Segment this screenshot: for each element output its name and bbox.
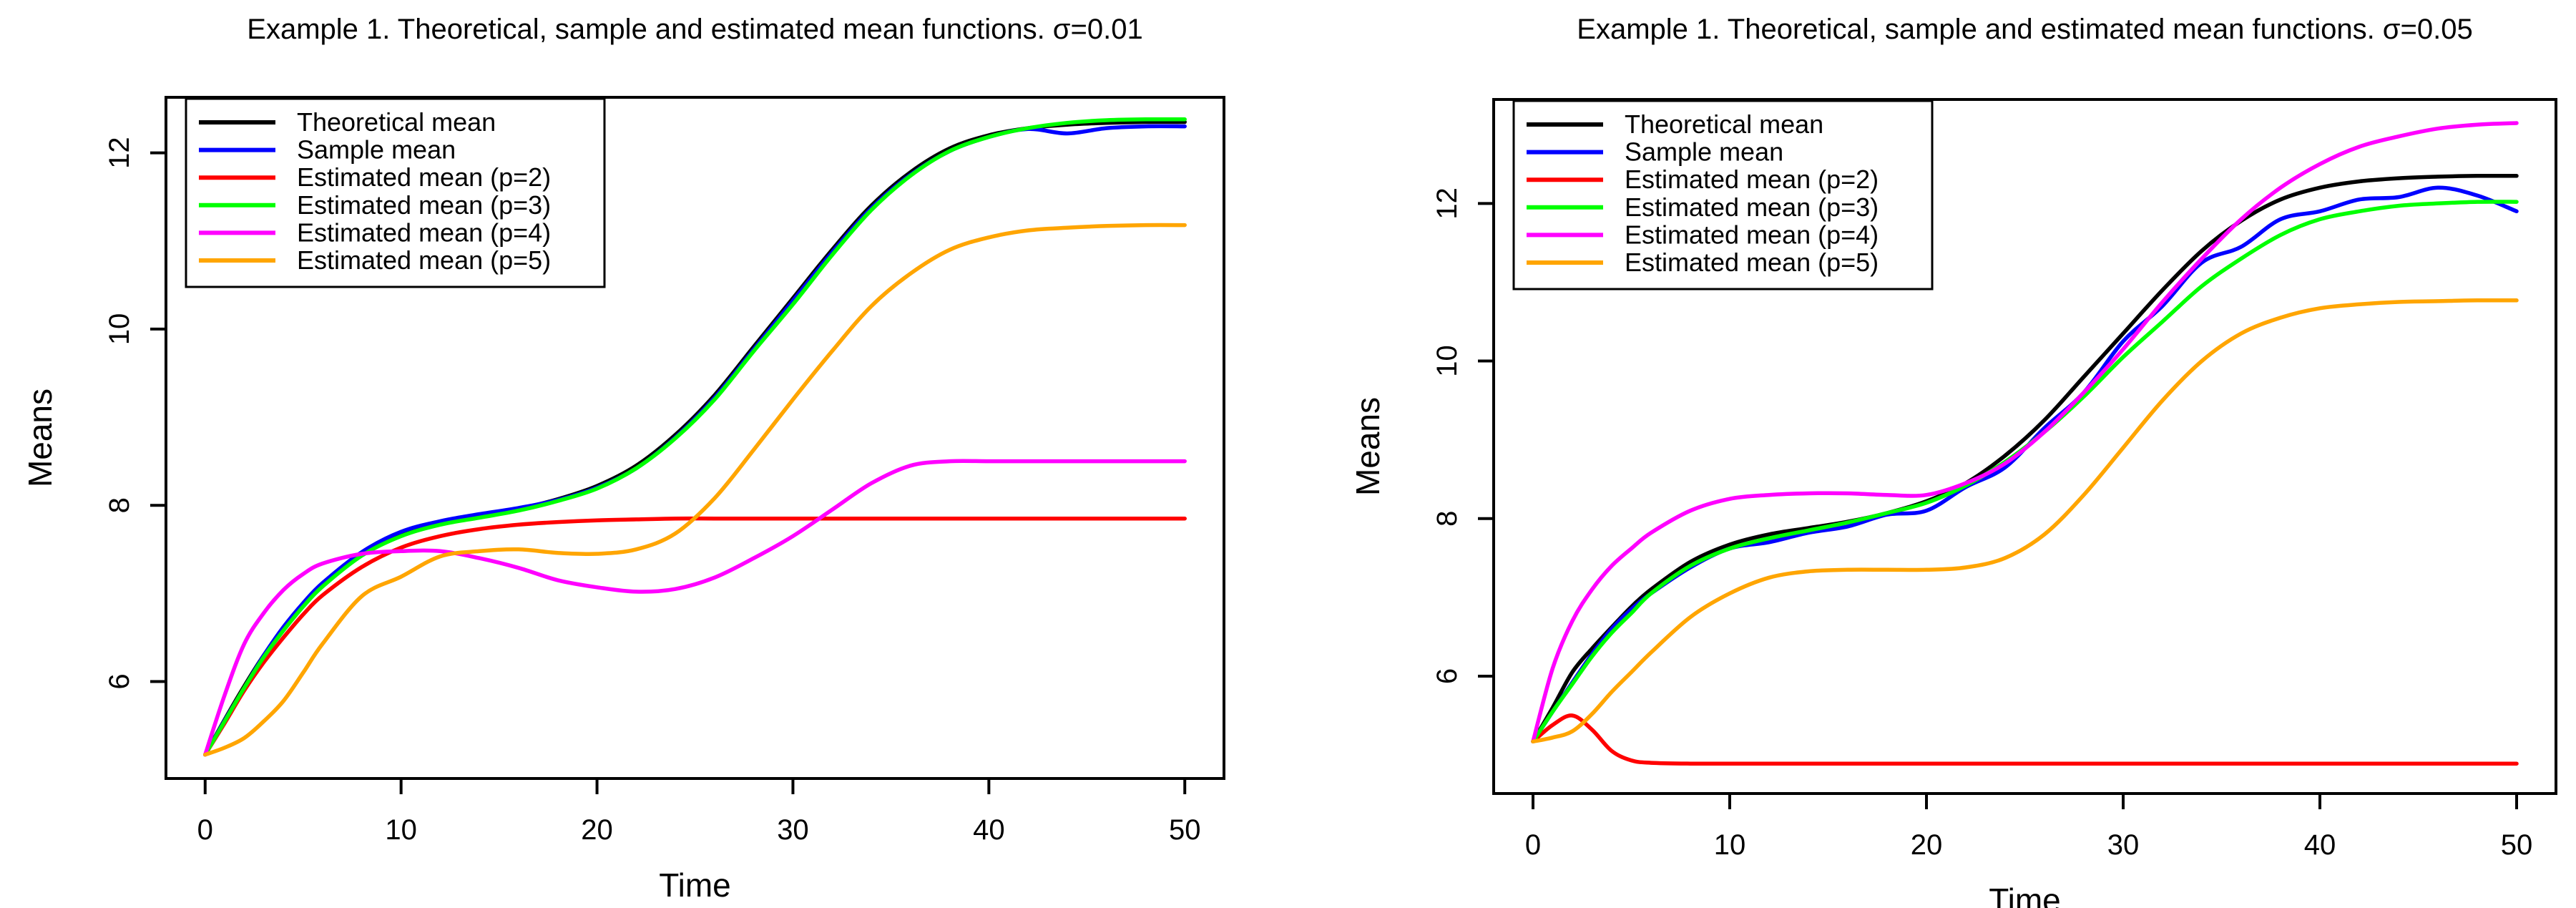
- y-axis-title: Means: [1349, 397, 1386, 496]
- x-tick-label: 40: [973, 814, 1005, 846]
- x-tick-label: 50: [2501, 829, 2533, 861]
- series-line-estimated-mean-p-5: [1531, 298, 2519, 744]
- legend-item: Estimated mean (p=4): [199, 218, 551, 247]
- x-tick-label: 40: [2304, 829, 2336, 861]
- series-line-estimated-mean-p-2: [203, 516, 1187, 757]
- legend-item: Estimated mean (p=5): [199, 245, 551, 275]
- x-tick-label: 50: [1169, 814, 1201, 846]
- x-tick-label: 0: [1525, 829, 1541, 861]
- y-tick-label: 12: [1431, 187, 1463, 220]
- x-tick-label: 30: [777, 814, 809, 846]
- chart-title: Example 1. Theoretical, sample and estim…: [247, 14, 1142, 45]
- panel-sigma-005: Example 1. Theoretical, sample and estim…: [1349, 14, 2557, 908]
- legend-label: Theoretical mean: [297, 107, 496, 137]
- legend-item: Theoretical mean: [1527, 109, 1823, 139]
- legend-item: Estimated mean (p=3): [199, 190, 551, 220]
- legend-label: Sample mean: [1625, 137, 1783, 167]
- y-tick-label: 10: [1431, 345, 1463, 377]
- x-axis-title: Time: [659, 866, 731, 904]
- legend-box: [185, 97, 606, 288]
- legend-label: Estimated mean (p=3): [297, 190, 551, 220]
- x-tick-label: 0: [197, 814, 213, 846]
- y-tick-label: 8: [104, 497, 135, 513]
- y-tick-label: 12: [104, 137, 135, 169]
- x-tick-label: 10: [385, 814, 417, 846]
- legend-label: Estimated mean (p=4): [297, 218, 551, 247]
- x-tick-label: 10: [1714, 829, 1746, 861]
- legend-label: Estimated mean (p=4): [1625, 220, 1879, 249]
- y-tick-label: 10: [104, 313, 135, 346]
- series-line-estimated-mean-p-5: [203, 223, 1187, 757]
- y-tick-label: 6: [1431, 668, 1463, 684]
- legend-label: Estimated mean (p=2): [297, 162, 551, 192]
- x-tick-label: 30: [2107, 829, 2140, 861]
- x-axis-title: Time: [1989, 882, 2061, 908]
- y-axis-title: Means: [21, 389, 59, 487]
- legend-item: Sample mean: [1527, 137, 1783, 167]
- plot-box: [165, 96, 1225, 780]
- chart-title: Example 1. Theoretical, sample and estim…: [1577, 14, 2472, 45]
- legend-label: Estimated mean (p=3): [1625, 192, 1879, 222]
- legend-label: Estimated mean (p=2): [1625, 165, 1879, 194]
- legend-label: Estimated mean (p=5): [297, 245, 551, 275]
- legend-item: Estimated mean (p=5): [1527, 248, 1879, 277]
- plot-box: [1492, 98, 2557, 795]
- legend-box: [1512, 99, 1934, 291]
- y-tick-label: 6: [104, 673, 135, 689]
- legend-label: Estimated mean (p=5): [1625, 248, 1879, 277]
- legend-item: Estimated mean (p=3): [1527, 192, 1879, 222]
- legend-label: Sample mean: [297, 135, 456, 165]
- series-line-estimated-mean-p-4: [203, 459, 1187, 757]
- x-tick-label: 20: [1911, 829, 1943, 861]
- legend-label: Theoretical mean: [1625, 109, 1823, 139]
- legend-item: Estimated mean (p=4): [1527, 220, 1879, 249]
- y-tick-label: 8: [1431, 511, 1463, 527]
- panel-sigma-001: Example 1. Theoretical, sample and estim…: [21, 14, 1225, 904]
- legend-item: Estimated mean (p=2): [1527, 165, 1879, 194]
- series-line-estimated-mean-p-3: [203, 117, 1187, 757]
- x-tick-label: 20: [581, 814, 613, 846]
- series-line-estimated-mean-p-2: [1531, 713, 2519, 766]
- series-line-estimated-mean-p-4: [1531, 121, 2519, 744]
- legend-item: Sample mean: [199, 135, 456, 165]
- legend-item: Theoretical mean: [199, 107, 496, 137]
- legend-item: Estimated mean (p=2): [199, 162, 551, 192]
